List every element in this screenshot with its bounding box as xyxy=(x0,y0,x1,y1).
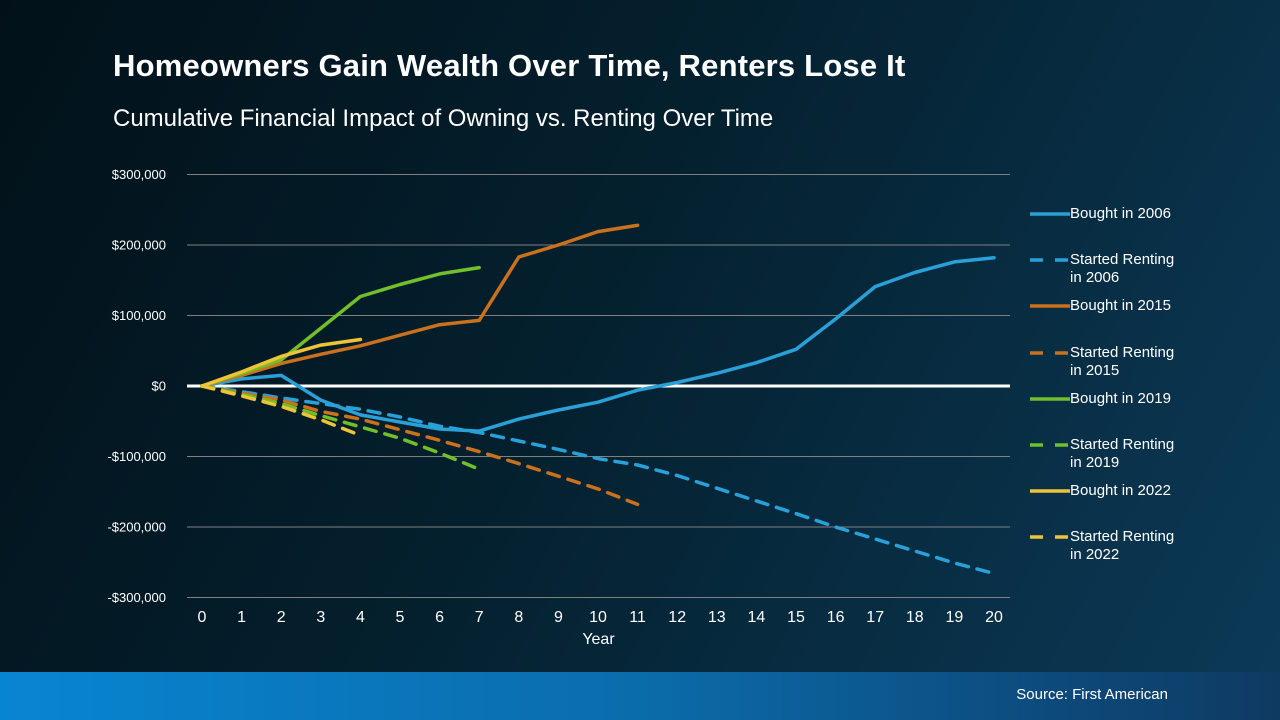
y-tick-label: $300,000 xyxy=(112,167,166,182)
x-tick-label: 12 xyxy=(668,609,686,626)
y-tick-label: $200,000 xyxy=(112,238,166,253)
legend-swatch-solid-line-icon xyxy=(1030,212,1070,216)
legend-item-bought-2006: Bought in 2006 xyxy=(1030,205,1220,251)
x-tick-label: 5 xyxy=(396,609,405,626)
x-tick-label: 6 xyxy=(435,609,444,626)
series-line-bought-2022 xyxy=(200,337,363,388)
legend-swatch-dashed-line-icon xyxy=(1030,535,1070,540)
x-tick-label: 8 xyxy=(514,609,523,626)
x-tick-label: 17 xyxy=(866,609,884,626)
y-tick-label: -$200,000 xyxy=(107,520,166,535)
legend-label: Bought in 2019 xyxy=(1070,389,1171,407)
chart-legend: Bought in 2006 Started Renting in 2006 Bou… xyxy=(1030,205,1220,575)
x-tick-label: 15 xyxy=(787,609,805,626)
legend-swatch-dashed-line-icon xyxy=(1030,443,1070,447)
footer-bar: Source: First American xyxy=(0,672,1280,720)
page-title: Homeowners Gain Wealth Over Time, Renter… xyxy=(113,48,906,83)
x-tick-label: 9 xyxy=(554,609,563,626)
x-tick-label: 7 xyxy=(475,609,484,626)
series-line-bought-2015 xyxy=(200,223,640,388)
source-text: Source: First American xyxy=(1016,686,1168,703)
x-tick-label: 16 xyxy=(827,609,845,626)
x-tick-label: 3 xyxy=(316,609,325,626)
x-tick-label: 19 xyxy=(946,609,964,626)
legend-swatch-solid-line-icon xyxy=(1030,397,1070,401)
x-tick-label: 1 xyxy=(237,609,246,626)
page-subtitle: Cumulative Financial Impact of Owning vs… xyxy=(113,105,774,132)
legend-label: Started Renting in 2019 xyxy=(1070,435,1175,471)
legend-label: Started Renting in 2015 xyxy=(1070,343,1175,379)
y-tick-label: -$300,000 xyxy=(107,590,166,605)
legend-item-renting-2015: Started Renting in 2015 xyxy=(1030,344,1220,390)
legend-item-bought-2019: Bought in 2019 xyxy=(1030,390,1220,436)
y-tick-label: -$100,000 xyxy=(107,449,166,464)
legend-swatch-dashed-line-icon xyxy=(1030,350,1070,355)
legend-swatch-solid-line-icon xyxy=(1030,304,1070,309)
legend-item-renting-2006: Started Renting in 2006 xyxy=(1030,251,1220,297)
legend-swatch-dashed-line-icon xyxy=(1030,258,1070,262)
legend-label: Bought in 2022 xyxy=(1070,482,1171,500)
legend-item-renting-2019: Started Renting in 2019 xyxy=(1030,436,1220,482)
legend-label: Started Renting in 2006 xyxy=(1070,251,1175,287)
x-tick-label: 20 xyxy=(985,609,1003,626)
legend-item-bought-2015: Bought in 2015 xyxy=(1030,297,1220,343)
legend-label: Started Renting in 2022 xyxy=(1070,528,1175,564)
x-tick-label: 4 xyxy=(356,609,365,626)
legend-item-bought-2022: Bought in 2022 xyxy=(1030,482,1220,528)
x-tick-label: 2 xyxy=(277,609,286,626)
x-tick-label: 0 xyxy=(198,609,207,626)
series-line-renting-2006 xyxy=(200,384,996,576)
x-tick-label: 10 xyxy=(589,609,607,626)
series-line-renting-2015 xyxy=(200,384,640,507)
legend-swatch-solid-line-icon xyxy=(1030,489,1070,493)
y-tick-label: $100,000 xyxy=(112,308,166,323)
x-tick-label: 13 xyxy=(708,609,726,626)
legend-item-renting-2022: Started Renting in 2022 xyxy=(1030,528,1220,574)
x-tick-label: 11 xyxy=(629,609,646,626)
legend-label: Bought in 2015 xyxy=(1070,297,1171,315)
series-line-renting-2022 xyxy=(200,384,363,438)
y-tick-label: $0 xyxy=(152,379,166,394)
x-axis-title: Year xyxy=(582,631,615,648)
legend-label: Bought in 2006 xyxy=(1070,205,1171,222)
x-tick-label: 18 xyxy=(906,609,924,626)
x-tick-label: 14 xyxy=(748,609,766,626)
